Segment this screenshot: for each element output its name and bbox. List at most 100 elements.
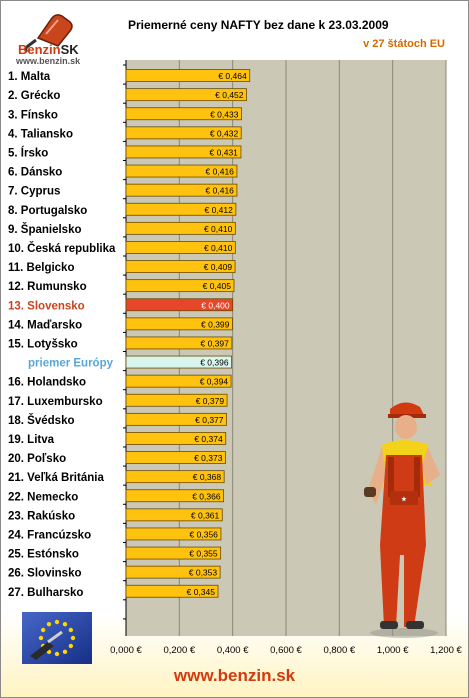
- logo-word-main: Benzin: [18, 42, 61, 57]
- x-tick-label: 1,000 €: [377, 645, 409, 656]
- category-label: 20. Poľsko: [8, 453, 66, 465]
- bar-value-label: € 0,410: [204, 243, 233, 253]
- bar: [125, 69, 251, 82]
- bar: [125, 470, 225, 484]
- bar: [125, 298, 234, 312]
- bar-value-label: € 0,394: [200, 377, 229, 387]
- category-label: priemer Európy: [28, 358, 114, 370]
- bar: [125, 202, 237, 216]
- category-label: 23. Rakúsko: [8, 510, 75, 522]
- bar-value-label: € 0,400: [201, 300, 230, 310]
- bar-value-label: € 0,355: [189, 549, 218, 559]
- bar-value-label: € 0,405: [203, 281, 232, 291]
- bar: [125, 565, 221, 579]
- x-tick-label: 0,200 €: [163, 645, 195, 656]
- bar-value-label: € 0,397: [200, 338, 229, 348]
- flag-star: [68, 643, 74, 649]
- bar: [125, 126, 242, 140]
- bar-value-label: € 0,432: [210, 128, 239, 138]
- bar: [125, 412, 227, 426]
- bar: [125, 317, 233, 331]
- flag-star: [38, 635, 44, 641]
- flag-star: [70, 635, 76, 641]
- logo-url: www.benzin.sk: [16, 56, 81, 66]
- flag-star: [46, 649, 52, 655]
- x-tick-label: 0,400 €: [217, 645, 249, 656]
- category-label: 14. Maďarsko: [8, 319, 82, 331]
- category-label: 13. Slovensko: [8, 300, 85, 312]
- bar: [125, 508, 223, 522]
- category-label: 9. Španielsko: [8, 223, 82, 236]
- bar: [125, 164, 238, 178]
- bar-value-label: € 0,374: [194, 434, 223, 444]
- bar-value-label: € 0,356: [190, 529, 219, 539]
- footer-url: www.benzin.sk: [173, 666, 296, 685]
- category-label: 24. Francúzsko: [8, 529, 91, 541]
- flag-star: [68, 627, 74, 633]
- bar: [125, 279, 235, 293]
- bar-value-label: € 0,353: [189, 568, 218, 578]
- flag-star: [46, 621, 52, 627]
- bars: € 0,464 € 0,452 € 0,433 € 0,432 € 0,431 € 0,4…: [125, 69, 251, 598]
- bar: [125, 221, 236, 235]
- bar-value-label: € 0,379: [196, 396, 225, 406]
- x-tick-label: 0,800 €: [323, 645, 355, 656]
- flag-star: [40, 627, 46, 633]
- bar-value-label: € 0,416: [206, 167, 235, 177]
- category-label: 22. Nemecko: [8, 491, 78, 503]
- eu-flag-icon: [22, 612, 92, 664]
- category-label: 21. Veľká Británia: [8, 472, 104, 484]
- bar-value-label: € 0,377: [195, 415, 224, 425]
- bar: [125, 432, 227, 445]
- benzin-logo: [24, 14, 73, 54]
- bar: [125, 489, 224, 503]
- bar-value-label: € 0,399: [201, 319, 230, 329]
- bar: [125, 546, 222, 560]
- flag-star: [54, 619, 60, 625]
- x-axis-ticks: 0,000 € 0,200 € 0,400 € 0,600 € 0,800 € 1,000…: [110, 645, 462, 656]
- bar-value-label: € 0,361: [191, 510, 220, 520]
- category-label: 16. Holandsko: [8, 377, 86, 389]
- category-label: 2. Grécko: [8, 90, 60, 102]
- category-label: 4. Taliansko: [8, 128, 73, 140]
- bar-value-label: € 0,345: [187, 587, 216, 597]
- bar: [125, 145, 242, 159]
- bar: [125, 241, 236, 254]
- bar-value-label: € 0,396: [200, 358, 229, 368]
- bar: [125, 107, 242, 121]
- bar: [125, 260, 236, 273]
- bar-value-label: € 0,366: [192, 491, 221, 501]
- category-label: 3. Fínsko: [8, 109, 58, 121]
- x-tick-label: 0,000 €: [110, 645, 142, 656]
- category-label: 10. Česká republika: [8, 242, 116, 255]
- bar-value-label: € 0,368: [193, 472, 222, 482]
- logo-wordmark: BenzinSK: [18, 42, 79, 57]
- bar: [125, 336, 233, 350]
- category-label: 25. Estónsko: [8, 549, 79, 561]
- flag-star: [62, 649, 68, 655]
- category-label: 15. Lotyšsko: [8, 338, 78, 350]
- category-labels: 1. Malta 2. Grécko 3. Fínsko 4. Taliansko 5.…: [8, 71, 116, 599]
- bar-value-label: € 0,433: [210, 109, 239, 119]
- bar: [125, 393, 228, 407]
- bar: [125, 88, 247, 102]
- chart-title: Priemerné ceny NAFTY bez dane k 23.03.20…: [128, 18, 389, 32]
- category-label: 5. Írsko: [8, 146, 48, 159]
- category-label: 26. Slovinsko: [8, 568, 82, 580]
- bar-value-label: € 0,412: [204, 205, 233, 215]
- bar: [125, 183, 238, 197]
- bar-value-label: € 0,431: [210, 147, 239, 157]
- category-label: 11. Belgicko: [8, 262, 74, 274]
- x-tick-label: 1,200 €: [430, 645, 462, 656]
- flag-star: [54, 651, 60, 657]
- category-label: 17. Luxembursko: [8, 396, 103, 408]
- bar-value-label: € 0,452: [215, 90, 244, 100]
- logo-word-accent: SK: [60, 42, 79, 57]
- category-label: 1. Malta: [8, 71, 51, 83]
- bar: [125, 527, 222, 541]
- category-label: 7. Cyprus: [8, 186, 60, 198]
- flag-star: [62, 621, 68, 627]
- category-label: 18. Švédsko: [8, 414, 74, 427]
- mechanic-illustration: ★: [364, 402, 440, 638]
